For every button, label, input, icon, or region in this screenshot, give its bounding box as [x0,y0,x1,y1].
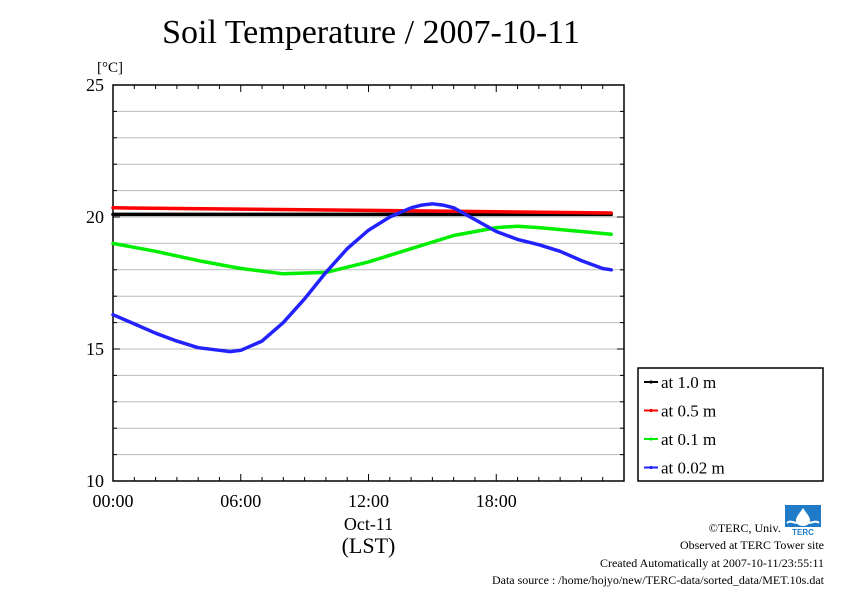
legend-marker [649,465,653,470]
series-line-3 [111,224,613,276]
legend-marker [649,437,653,441]
y-tick-label: 20 [86,207,104,227]
y-axis-label: [°C] [97,60,123,76]
logo-text: TERC [792,528,814,537]
x-axis-label: (LST) [342,533,396,558]
plot-frame [112,84,625,482]
legend-marker [649,380,653,384]
chart-title: Soil Temperature / 2007-10-11 [162,14,580,51]
terc-logo: TERC [781,501,825,537]
series-line-2 [111,206,613,215]
legend-label: at 0.1 m [661,430,716,449]
y-tick-label: 10 [86,471,104,491]
x-date-label: Oct-11 [344,514,393,534]
y-tick-label: 15 [86,339,104,359]
legend-label: at 0.5 m [661,402,716,421]
legend-marker [649,408,653,413]
data-source-text: Data source : /home/hojyo/new/TERC-data/… [491,573,824,587]
x-tick-label: 00:00 [92,491,133,511]
x-tick-label: 18:00 [476,491,517,511]
x-tick-label: 12:00 [348,491,389,511]
x-tick-label: 06:00 [220,491,261,511]
y-tick-label: 25 [86,75,104,95]
legend-box [637,367,824,482]
observed-text: Observed at TERC Tower site [679,538,824,552]
series-line-4 [111,202,613,354]
legend-label: at 1.0 m [661,373,716,392]
legend-label: at 0.02 m [661,459,725,478]
created-text: Created Automatically at 2007-10-11/23:5… [599,556,824,570]
